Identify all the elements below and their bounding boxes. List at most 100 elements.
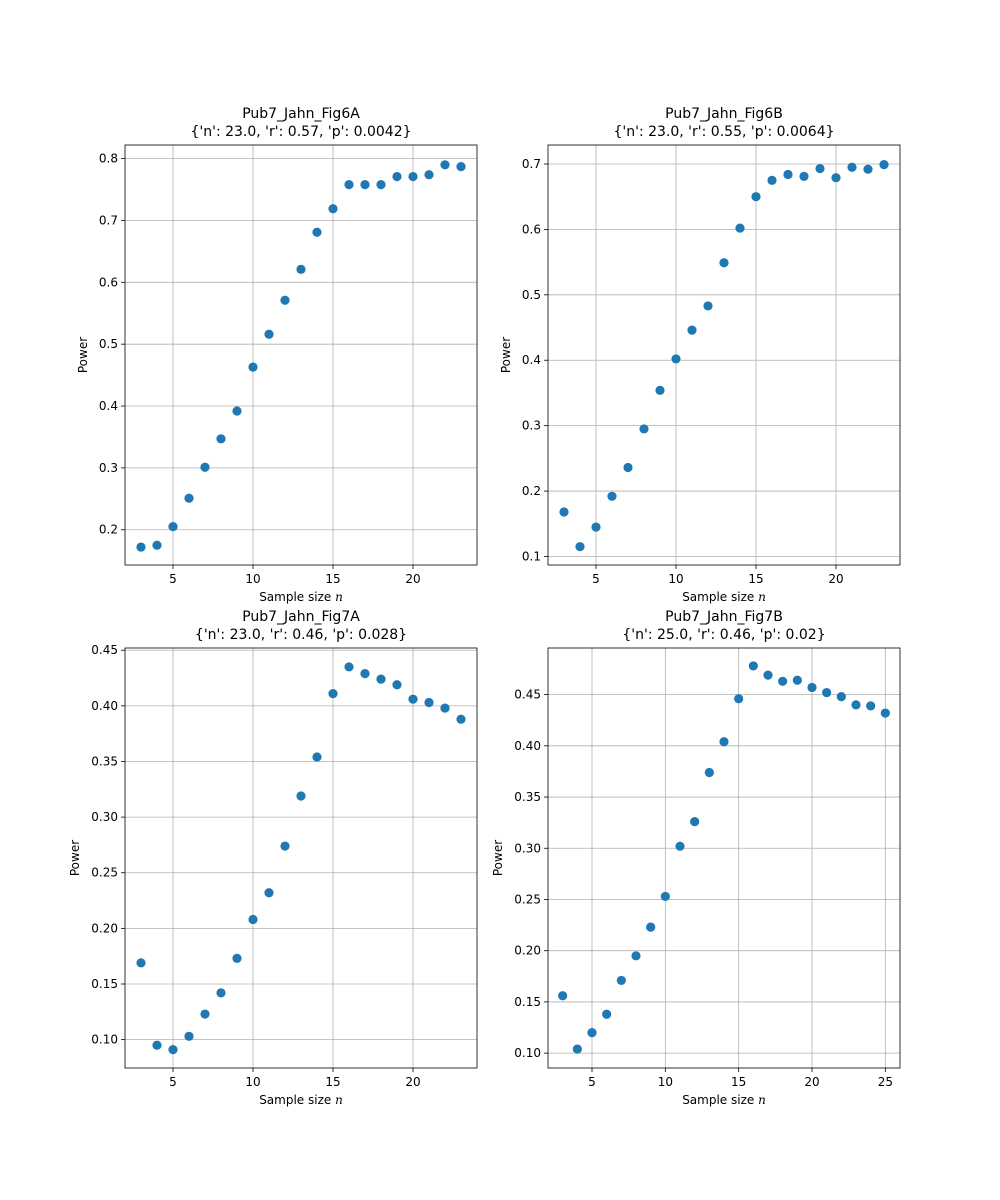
x-tick-label: 5	[169, 1075, 177, 1089]
data-point	[264, 329, 274, 339]
data-point	[807, 682, 817, 693]
x-tick-label: 20	[804, 1075, 819, 1089]
data-point	[408, 171, 418, 182]
data-point	[607, 491, 617, 501]
data-point	[847, 162, 857, 172]
y-tick-label: 0.3	[99, 461, 118, 475]
x-axis-label: Sample size n	[259, 1093, 343, 1107]
data-point	[344, 179, 354, 190]
chart-title: Pub7_Jahn_Fig7A	[242, 609, 360, 625]
data-point	[602, 1009, 612, 1019]
data-point	[572, 1044, 582, 1054]
data-point	[690, 817, 700, 827]
axes-frame	[124, 647, 478, 1069]
y-axis-label: Power	[76, 337, 90, 373]
chart-subtitle: {'n': 23.0, 'r': 0.55, 'p': 0.0064}	[613, 124, 834, 140]
axes-frame	[124, 144, 478, 566]
data-point	[312, 752, 322, 762]
data-point	[778, 676, 788, 686]
data-point	[616, 975, 626, 986]
data-point	[296, 264, 306, 274]
chart-subtitle: {'n': 25.0, 'r': 0.46, 'p': 0.02}	[622, 627, 825, 643]
axes-frame	[547, 647, 901, 1069]
y-tick-label: 0.20	[91, 921, 118, 935]
data-point	[248, 914, 258, 925]
data-point	[136, 542, 146, 552]
data-point	[631, 951, 641, 961]
data-point	[280, 841, 290, 851]
y-tick-label: 0.40	[91, 699, 118, 713]
data-point	[783, 169, 793, 180]
data-point	[392, 680, 402, 690]
x-tick-label: 20	[828, 572, 843, 586]
x-axis-label: Sample size n	[259, 590, 343, 604]
x-tick-label: 10	[245, 1075, 260, 1089]
data-point	[168, 522, 178, 532]
y-tick-label: 0.10	[514, 1046, 541, 1060]
x-tick-label: 20	[405, 1075, 420, 1089]
data-point	[822, 687, 832, 698]
data-point	[168, 1045, 178, 1055]
y-tick-label: 0.35	[91, 754, 118, 768]
y-axis-label: Power	[499, 337, 513, 373]
y-tick-label: 0.10	[91, 1033, 118, 1047]
data-point	[836, 692, 846, 702]
data-point	[704, 767, 714, 778]
chart-panel-2: 5 10 15 20 0.1 0.2 0.3 0.4 0.5 0.6 0.7 Pub7_Jahn_Fi…	[499, 106, 901, 604]
x-tick-label: 5	[169, 572, 177, 586]
x-tick-label: 15	[748, 572, 763, 586]
chart-title: Pub7_Jahn_Fig6A	[242, 106, 360, 122]
data-point	[424, 170, 434, 180]
data-point	[408, 694, 418, 704]
x-tick-label: 15	[731, 1075, 746, 1089]
data-point	[328, 204, 338, 214]
x-tick-label: 20	[405, 572, 420, 586]
y-tick-label: 0.30	[514, 841, 541, 855]
data-point	[735, 223, 745, 233]
y-tick-label: 0.8	[99, 152, 118, 166]
data-point	[440, 160, 450, 170]
data-point	[575, 542, 585, 552]
x-tick-label: 5	[592, 572, 600, 586]
x-tick-label: 15	[325, 572, 340, 586]
data-point	[440, 703, 450, 713]
data-point	[184, 493, 194, 503]
data-point	[687, 325, 697, 335]
data-point	[623, 462, 633, 473]
data-point	[152, 1040, 162, 1050]
y-tick-label: 0.15	[91, 977, 118, 991]
data-point	[296, 791, 306, 801]
chart-title: Pub7_Jahn_Fig6B	[665, 106, 783, 122]
data-point	[675, 841, 685, 851]
y-tick-label: 0.45	[91, 643, 118, 657]
data-point	[456, 714, 466, 724]
x-tick-label: 10	[245, 572, 260, 586]
data-point	[587, 1028, 597, 1038]
y-tick-label: 0.25	[514, 892, 541, 906]
data-point	[200, 1009, 210, 1019]
x-tick-label: 15	[325, 1075, 340, 1089]
data-point	[200, 462, 210, 472]
y-tick-label: 0.30	[91, 810, 118, 824]
data-point	[763, 670, 773, 680]
data-point	[360, 668, 370, 679]
data-point	[655, 385, 665, 395]
data-point	[880, 708, 890, 718]
axes-frame	[547, 144, 901, 566]
y-axis-label: Power	[68, 840, 82, 876]
data-point	[376, 179, 386, 190]
data-point	[799, 171, 809, 182]
data-point	[734, 694, 744, 704]
data-point	[751, 192, 761, 202]
y-tick-label: 0.25	[91, 866, 118, 880]
data-point	[344, 662, 354, 672]
y-tick-label: 0.3	[522, 419, 541, 433]
data-point	[671, 354, 681, 364]
data-point	[360, 179, 370, 190]
x-tick-label: 10	[658, 1075, 673, 1089]
data-point	[184, 1031, 194, 1041]
data-point	[376, 674, 386, 684]
y-tick-label: 0.7	[99, 213, 118, 227]
data-point	[216, 434, 226, 444]
